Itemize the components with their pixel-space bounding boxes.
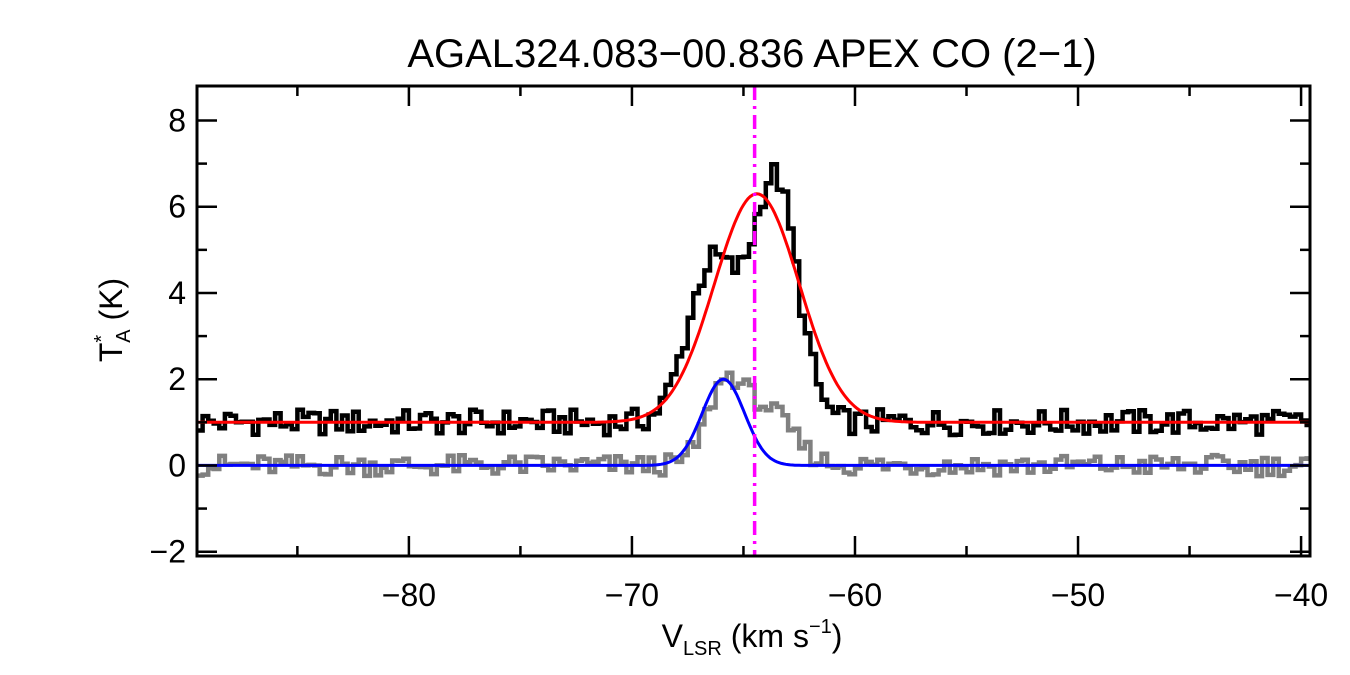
x-tick-label: −60: [828, 577, 882, 613]
y-axis: −2 0 2 4 6 8: [150, 102, 1310, 570]
x-tick-label: −70: [605, 577, 659, 613]
gaussian-fit-curve: [197, 377, 1310, 467]
x-tick-label: −50: [1051, 577, 1105, 613]
x-axis-label: VLSR (km s−1): [662, 616, 843, 660]
x-axis: −80 −70 −60 −50 −40: [296, 86, 1328, 613]
plot-frame: [195, 84, 1312, 558]
chart-title: AGAL324.083−00.836 APEX CO (2−1): [407, 32, 1096, 76]
y-tick-label: −2: [150, 534, 186, 570]
x-tick-label: −40: [1274, 577, 1328, 613]
y-tick-label: 4: [168, 275, 186, 311]
y-tick-label: 0: [168, 447, 186, 483]
x-tick-label: −80: [382, 577, 436, 613]
y-tick-label: 8: [168, 102, 186, 138]
y-tick-label: 2: [168, 361, 186, 397]
spectrum-step-series: [197, 162, 1310, 438]
y-tick-label: 6: [168, 189, 186, 225]
plot-area: [197, 86, 1310, 556]
y-axis-label: T*A (K): [91, 278, 135, 362]
